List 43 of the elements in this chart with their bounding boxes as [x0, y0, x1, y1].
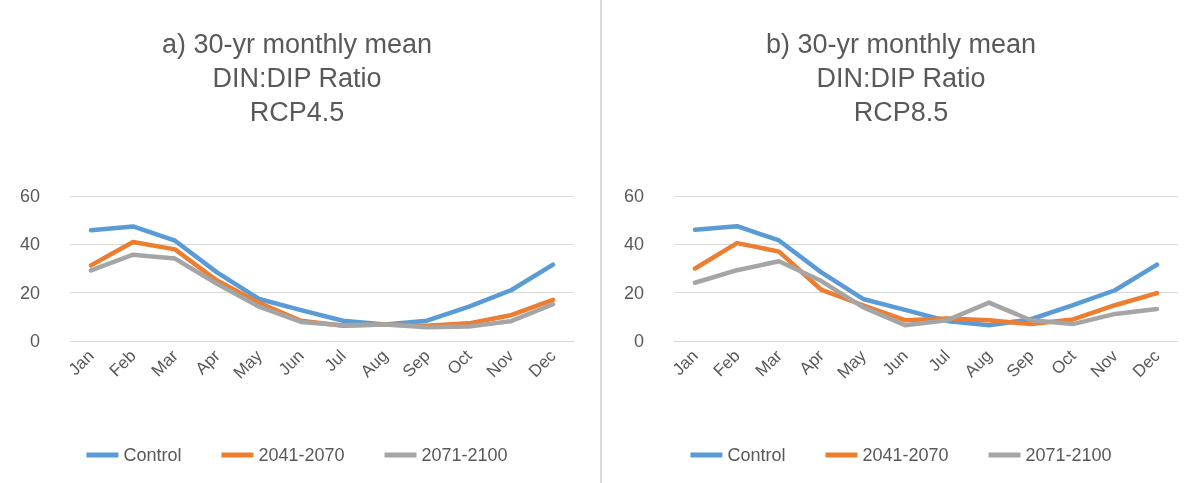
x-tick-label: Aug	[356, 346, 392, 382]
x-tick-label: Feb	[709, 346, 744, 381]
x-tick-label: Oct	[443, 346, 476, 379]
x-tick-label: May	[833, 345, 871, 383]
y-tick-label: 60	[623, 186, 644, 206]
legend-label: 2041-2070	[258, 445, 345, 465]
x-tick-label: Dec	[524, 345, 561, 382]
legend-label: 2041-2070	[862, 445, 949, 465]
y-tick-label: 60	[19, 186, 40, 206]
y-tick-label: 40	[19, 234, 40, 255]
x-tick-label: Apr	[795, 346, 828, 379]
legend-label: Control	[727, 445, 786, 465]
legend-label: 2071-2100	[421, 445, 508, 465]
y-tick-label: 40	[623, 234, 644, 255]
x-tick-label: Mar	[751, 346, 786, 381]
x-tick-label: Sep	[398, 346, 434, 382]
x-tick-label: Jul	[320, 346, 350, 376]
x-tick-label: Jul	[924, 346, 954, 376]
y-tick-label: 20	[623, 282, 644, 303]
line-series	[88, 252, 556, 330]
chart-title: b) 30-yr monthly mean DIN:DIP Ratio RCP8.5	[765, 29, 1037, 127]
x-tick-label: Apr	[191, 346, 224, 379]
x-tick-label: May	[229, 345, 267, 383]
x-tick-label: Nov	[482, 345, 519, 382]
x-tick-label: Dec	[1128, 345, 1165, 382]
x-tick-label: Oct	[1047, 346, 1080, 379]
x-tick-label: Jan	[668, 346, 702, 380]
x-tick-label: Jan	[64, 346, 98, 380]
x-tick-label: Feb	[105, 346, 140, 381]
x-tick-label: Aug	[960, 346, 996, 382]
x-tick-label: Sep	[1002, 346, 1038, 382]
y-tick-label: 20	[19, 282, 40, 303]
x-tick-label: Jun	[274, 346, 308, 380]
legend-label: Control	[123, 445, 182, 465]
y-tick-label: 0	[633, 331, 644, 351]
x-tick-label: Jun	[878, 346, 912, 380]
chart-title: a) 30-yr monthly mean DIN:DIP Ratio RCP4.5	[161, 29, 433, 127]
x-tick-label: Nov	[1086, 345, 1123, 382]
line-series	[692, 259, 1160, 328]
line-series	[692, 223, 1160, 328]
legend-label: 2071-2100	[1025, 445, 1112, 465]
y-tick-label: 0	[29, 331, 40, 351]
x-tick-label: Mar	[147, 346, 182, 381]
